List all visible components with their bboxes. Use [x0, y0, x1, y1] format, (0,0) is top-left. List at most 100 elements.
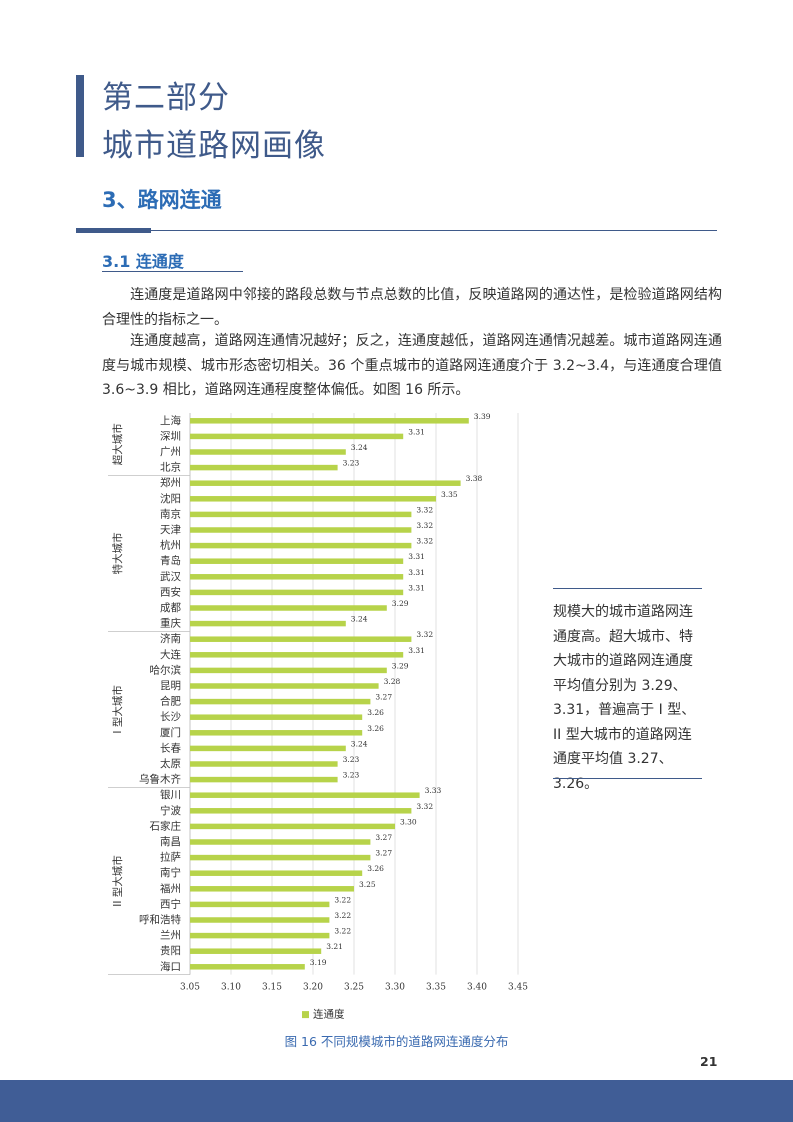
bar — [190, 433, 404, 440]
bar — [190, 636, 412, 642]
bar — [190, 745, 346, 752]
city-label: 重庆 — [160, 617, 181, 630]
bar — [190, 511, 412, 518]
value-label: 3.26 — [367, 708, 384, 717]
value-label: 3.27 — [375, 693, 392, 702]
x-tick-label: 3.40 — [467, 983, 487, 993]
part-accent-bar — [76, 75, 84, 157]
bar — [190, 496, 436, 502]
bar — [190, 558, 404, 564]
legend-label: 连通度 — [313, 1008, 345, 1021]
bar — [190, 542, 412, 549]
bar — [190, 901, 330, 908]
city-label: 天津 — [160, 524, 181, 536]
side-note: 规模大的城市道路网连通度高。超大城市、特大城市的道路网连通度平均值分别为 3.2… — [553, 604, 696, 792]
value-label: 3.31 — [408, 583, 425, 592]
bar — [190, 449, 346, 455]
city-label: 厦门 — [160, 726, 181, 739]
value-label: 3.22 — [334, 911, 351, 920]
city-label: 拉萨 — [160, 851, 181, 864]
city-label: 上海 — [160, 414, 181, 427]
bar — [190, 948, 322, 954]
city-label: 北京 — [160, 461, 181, 474]
city-label: 太原 — [160, 757, 181, 770]
city-label: 成都 — [160, 602, 181, 614]
bar — [190, 839, 371, 845]
bar — [190, 683, 379, 689]
city-label: 杭州 — [160, 539, 181, 552]
city-label: 福州 — [160, 882, 181, 895]
value-label: 3.24 — [351, 615, 368, 624]
city-label: 昆明 — [160, 680, 181, 692]
city-label: 济南 — [160, 632, 181, 645]
city-label: 西安 — [160, 585, 181, 598]
section-rule-accent — [76, 228, 151, 233]
value-label: 3.21 — [326, 942, 343, 951]
subsection-rule — [102, 271, 243, 272]
bar — [190, 854, 371, 861]
city-label: 合肥 — [160, 695, 181, 708]
city-label: 郑州 — [160, 476, 181, 489]
value-label: 3.32 — [416, 537, 433, 546]
bar — [190, 620, 346, 627]
x-tick-label: 3.35 — [426, 983, 446, 993]
value-label: 3.27 — [375, 833, 392, 842]
value-label: 3.24 — [351, 739, 368, 748]
value-label: 3.33 — [425, 786, 442, 795]
x-tick-label: 3.25 — [344, 983, 364, 993]
value-label: 3.26 — [367, 864, 384, 873]
bar — [190, 808, 412, 814]
value-label: 3.30 — [400, 817, 417, 826]
bar — [190, 823, 395, 830]
value-label: 3.24 — [351, 443, 368, 452]
value-label: 3.38 — [466, 474, 483, 483]
city-label: 呼和浩特 — [139, 914, 181, 926]
city-label: 南宁 — [160, 866, 181, 879]
value-label: 3.35 — [441, 490, 458, 499]
value-label: 3.31 — [408, 552, 425, 561]
value-label: 3.32 — [416, 630, 433, 639]
part-subtitle: 城市道路网画像 — [102, 128, 326, 164]
bar — [190, 761, 338, 767]
value-label: 3.22 — [334, 927, 351, 936]
city-label: 南京 — [160, 507, 181, 520]
x-tick-label: 3.15 — [262, 983, 282, 993]
value-label: 3.29 — [392, 661, 409, 670]
bar — [190, 527, 412, 533]
x-tick-label: 3.05 — [180, 983, 200, 993]
value-label: 3.26 — [367, 724, 384, 733]
bar — [190, 792, 420, 798]
bar — [190, 886, 354, 892]
city-label: 长沙 — [160, 711, 181, 723]
city-label: 深圳 — [160, 430, 181, 442]
city-label: 西宁 — [160, 897, 181, 910]
bar — [190, 964, 305, 970]
city-label: 长春 — [160, 742, 181, 754]
section-rule — [151, 230, 717, 231]
value-label: 3.32 — [416, 802, 433, 811]
bar — [190, 480, 461, 486]
bar — [190, 870, 363, 876]
side-note-rule-bottom — [553, 778, 702, 779]
paragraph-analysis: 连通度越高，道路网连通情况越好；反之，连通度越低，道路网连通情况越差。城市道路网… — [102, 329, 722, 403]
connectivity-bar-chart: 3.05 3.10 3.15 3.20 3.25 3.30 3.35 3.40 3.45 超大城市… — [108, 412, 528, 1021]
value-label: 3.23 — [343, 755, 360, 764]
subsection-title: 3.1 连通度 — [102, 252, 184, 271]
value-label: 3.39 — [474, 412, 491, 421]
city-label: 银川 — [160, 788, 181, 801]
bar — [190, 714, 363, 720]
city-label: 哈尔滨 — [150, 663, 182, 676]
figure-caption: 图 16 不同规模城市的道路网连通度分布 — [284, 1034, 509, 1049]
city-label: 沈阳 — [160, 492, 181, 505]
x-tick-label: 3.30 — [385, 983, 405, 993]
x-tick-label: 3.10 — [221, 983, 241, 993]
value-label: 3.28 — [384, 677, 401, 686]
paragraph-definition: 连通度是道路网中邻接的路段总数与节点总数的比值，反映道路网的通达性，是检验道路网… — [102, 283, 722, 332]
value-label: 3.19 — [310, 958, 327, 967]
city-label: 大连 — [160, 648, 181, 661]
bar — [190, 574, 404, 580]
group-label: 特大城市 — [111, 532, 124, 574]
value-label: 3.31 — [408, 646, 425, 655]
group-label: I 型大城市 — [111, 685, 124, 733]
section-title: 3、路网连通 — [102, 188, 222, 212]
